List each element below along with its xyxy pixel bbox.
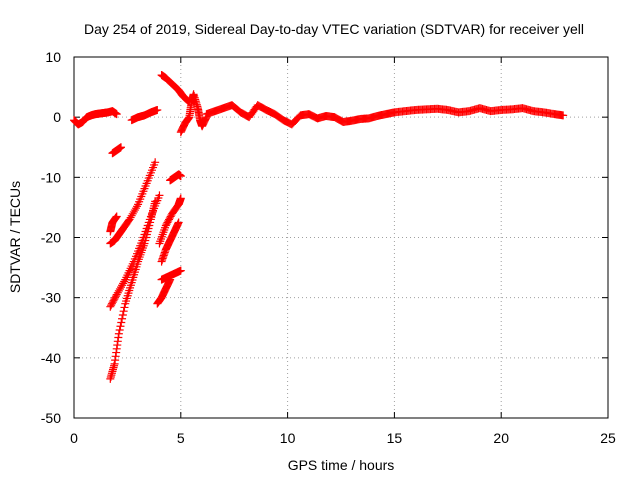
y-tick-label: -30 [41,290,61,306]
chart-title: Day 254 of 2019, Sidereal Day-to-day VTE… [84,21,584,37]
data-point-marker [116,143,125,152]
x-tick-label: 5 [177,430,185,446]
x-tick-label: 20 [493,430,509,446]
series-scatter-5-6h [176,90,211,137]
data-point-marker [176,266,185,275]
y-tick-label: -50 [41,410,61,426]
data-point-marker [114,329,123,338]
data-point-marker [112,212,121,221]
data-point-marker [120,303,129,312]
series-arc-c [106,212,121,236]
data-point-marker [176,172,185,181]
series-arc-a [108,143,125,158]
axis-ticks [73,56,609,419]
x-axis-label: GPS time / hours [288,457,395,473]
y-tick-label: 10 [45,49,61,65]
data-points [70,71,568,383]
y-tick-label: 0 [53,109,61,125]
data-point-marker [117,318,126,327]
series-near-zero-baseline [70,107,121,129]
data-point-marker [118,310,127,319]
series-arc-e [106,197,160,383]
series-arc-k [157,266,185,284]
data-point-marker [174,218,183,227]
data-point-marker [559,111,568,120]
series-arc-l [157,71,194,107]
data-point-marker [133,202,142,211]
data-point-marker [151,197,160,206]
data-point-marker [119,307,128,316]
data-point-marker [176,194,185,203]
data-point-marker [116,322,125,331]
data-point-marker [111,292,120,301]
x-tick-label: 10 [280,430,296,446]
x-tick-label: 15 [387,430,403,446]
y-tick-labels: -50 -40 -30 -20 -10 0 10 [41,49,61,426]
series-arc-f [127,105,162,125]
data-point-marker [151,158,160,167]
data-point-marker [120,277,129,286]
data-point-marker [153,105,162,114]
series-arc-h [157,218,183,266]
data-point-marker [112,110,121,119]
data-point-marker [115,326,124,335]
x-tick-label: 25 [600,430,616,446]
series-arc-b [106,158,160,248]
y-axis-label: SDTVAR / TECUs [7,181,23,293]
y-tick-label: -20 [41,230,61,246]
series-long-baseline [202,101,568,129]
x-tick-label: 0 [70,430,78,446]
series-arc-i [155,194,185,248]
series-arc-j [166,170,185,185]
data-point-marker [155,191,164,200]
y-tick-label: -40 [41,350,61,366]
y-tick-label: -10 [41,169,61,185]
data-point-marker [118,314,127,323]
x-tick-labels: 0 5 10 15 20 25 [70,430,616,446]
